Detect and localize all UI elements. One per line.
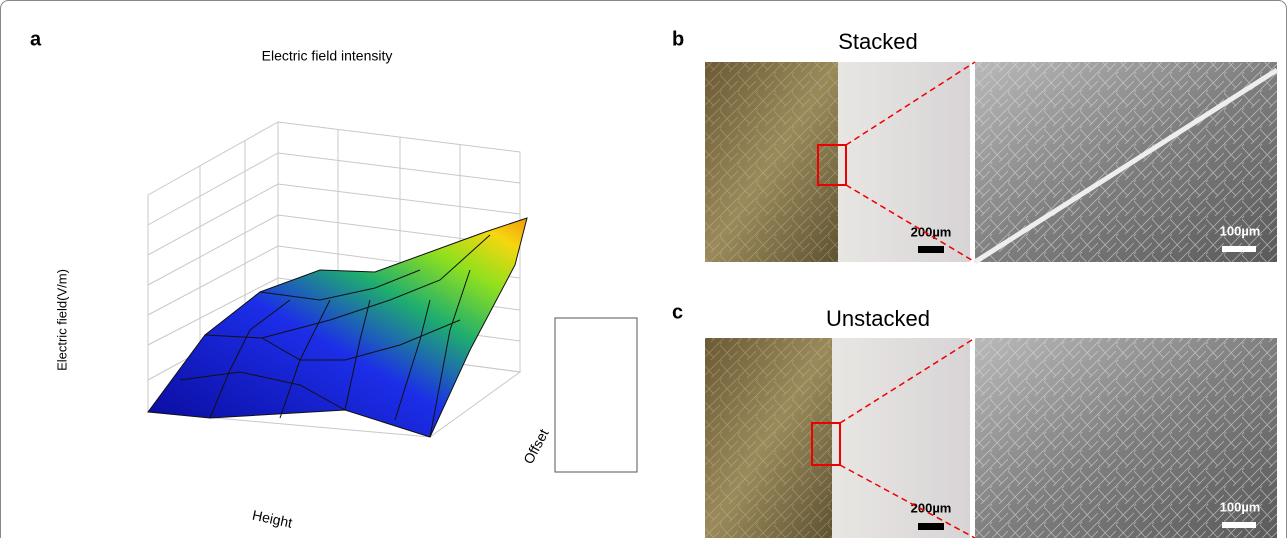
scale-bar-label: 200µm bbox=[911, 500, 952, 515]
panel-title: Stacked bbox=[838, 29, 918, 54]
panel-title: Unstacked bbox=[826, 306, 930, 331]
panel-label: b bbox=[672, 28, 684, 50]
sem-image bbox=[975, 338, 1277, 538]
scale-bar-label: 200µm bbox=[911, 224, 952, 239]
panel-label: c bbox=[672, 301, 683, 323]
scale-bar-label: 100µm bbox=[1220, 223, 1261, 238]
legend bbox=[554, 317, 638, 473]
axis-title: Electric field(V/m) bbox=[54, 269, 69, 371]
plot-title: Electric field intensity bbox=[262, 48, 393, 64]
zoom-lines bbox=[839, 337, 976, 539]
sem-image bbox=[973, 62, 1279, 265]
scale-bar-label: 100µm bbox=[1220, 499, 1261, 514]
optical-image bbox=[705, 62, 970, 262]
surface bbox=[147, 217, 528, 438]
axis-title: Height bbox=[251, 507, 294, 531]
zoom-lines bbox=[845, 61, 976, 263]
axis-title: Offset bbox=[520, 426, 552, 466]
optical-image bbox=[705, 338, 970, 538]
panel-label: a bbox=[30, 28, 42, 50]
